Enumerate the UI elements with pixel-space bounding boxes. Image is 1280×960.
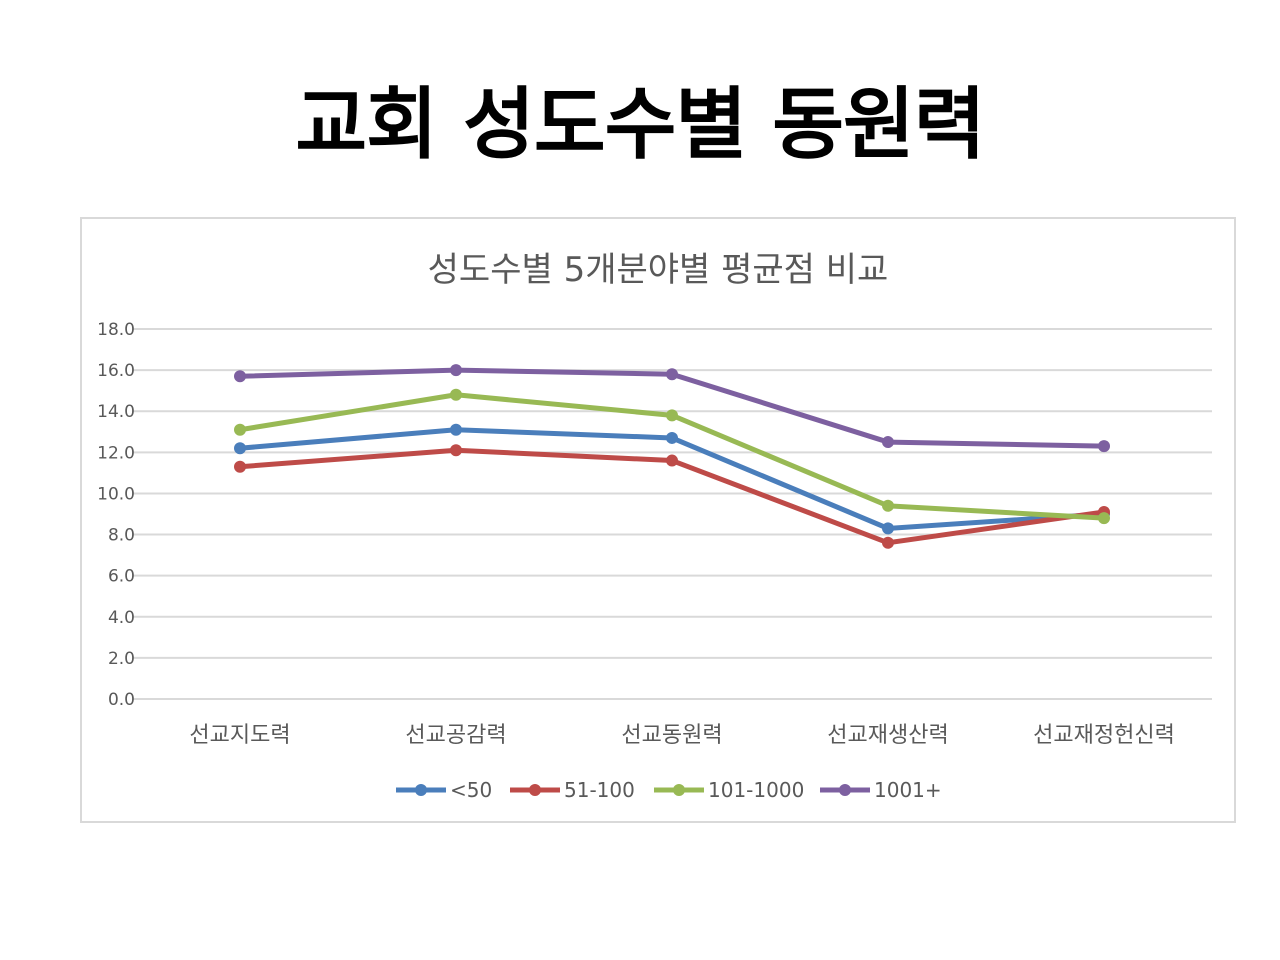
data-point <box>1098 512 1110 525</box>
x-category-label: 선교재정헌신력 <box>1033 723 1175 748</box>
y-tick-label: 6.0 <box>108 567 135 587</box>
data-point <box>234 370 246 383</box>
data-point <box>234 460 246 473</box>
x-category-label: 선교재생산력 <box>827 723 948 748</box>
legend-label: 101-1000 <box>708 778 804 802</box>
legend-label: <50 <box>450 778 492 802</box>
data-point <box>882 522 894 535</box>
y-tick-label: 16.0 <box>97 361 135 381</box>
legend-item: <50 <box>396 778 492 802</box>
data-point <box>234 442 246 455</box>
series-1 <box>234 444 1110 549</box>
slide-title: 교회 성도수별 동원력 <box>295 80 985 170</box>
legend-label: 1001+ <box>874 778 942 802</box>
data-point <box>450 388 462 401</box>
x-category-label: 선교지도력 <box>189 723 290 748</box>
data-point <box>666 454 678 467</box>
chart-frame: 성도수별 5개분야별 평균점 비교 0.0 2.0 4.0 6.0 8.0 10.0 12.… <box>80 217 1236 823</box>
legend-marker <box>415 784 427 796</box>
data-point <box>234 423 246 436</box>
data-point <box>450 364 462 377</box>
y-tick-label: 12.0 <box>97 443 135 463</box>
series-0 <box>234 423 1110 535</box>
series-3 <box>234 364 1110 453</box>
series-2 <box>234 388 1110 525</box>
x-axis-categories: 선교지도력 선교공감력 선교동원력 선교재생산력 선교재정헌신력 <box>189 723 1174 748</box>
y-axis-ticks: 0.0 2.0 4.0 6.0 8.0 10.0 12.0 14.0 16.0 18.0 <box>97 320 135 710</box>
x-category-label: 선교동원력 <box>621 723 722 748</box>
data-point <box>666 409 678 422</box>
legend-item: 51-100 <box>510 778 635 802</box>
legend-item: 1001+ <box>820 778 942 802</box>
data-point <box>666 431 678 444</box>
data-point <box>450 444 462 457</box>
y-tick-label: 8.0 <box>108 526 135 546</box>
legend: <50 51-100 101-1000 1001+ <box>396 778 942 802</box>
data-point <box>666 368 678 381</box>
legend-label: 51-100 <box>564 778 635 802</box>
legend-marker <box>839 784 851 796</box>
legend-item: 101-1000 <box>654 778 804 802</box>
legend-marker <box>529 784 541 796</box>
x-category-label: 선교공감력 <box>405 723 506 748</box>
legend-marker <box>673 784 685 796</box>
chart-title: 성도수별 5개분야별 평균점 비교 <box>428 250 889 290</box>
y-tick-label: 4.0 <box>108 608 135 628</box>
y-tick-label: 2.0 <box>108 649 135 669</box>
y-tick-label: 14.0 <box>97 402 135 422</box>
data-point <box>882 536 894 549</box>
data-point <box>450 423 462 436</box>
data-point <box>882 499 894 512</box>
line-chart: 성도수별 5개분야별 평균점 비교 0.0 2.0 4.0 6.0 8.0 10.0 12.… <box>97 250 1212 802</box>
y-tick-label: 10.0 <box>97 484 135 504</box>
y-tick-label: 18.0 <box>97 320 135 340</box>
y-tick-label: 0.0 <box>108 690 135 710</box>
data-point <box>882 436 894 449</box>
series-lines <box>234 364 1110 549</box>
data-point <box>1098 440 1110 453</box>
